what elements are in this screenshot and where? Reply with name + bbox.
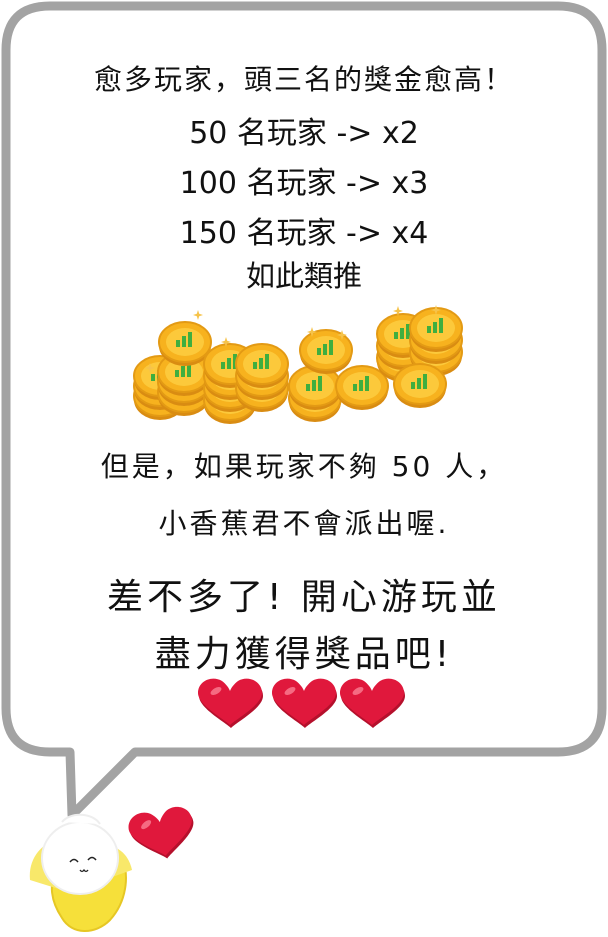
no-dispatch-text: 小香蕉君不會派出喔. <box>158 507 450 540</box>
tier-150-text: 150 名玩家 -> x4 <box>179 216 429 251</box>
win-prize-text: 盡力獲得獎品吧! <box>154 634 454 675</box>
heart-icon <box>340 678 405 728</box>
heart-icon <box>272 678 337 728</box>
tier-50-text: 50 名玩家 -> x2 <box>189 116 419 151</box>
banana-mascot <box>29 813 132 932</box>
intro-text: 愈多玩家，頭三名的獎金愈高！ <box>93 63 514 96</box>
enjoy-text: 差不多了! 開心游玩並 <box>107 577 501 618</box>
heart-icon <box>126 804 199 865</box>
condition-text: 但是，如果玩家不夠 50 人， <box>100 450 508 483</box>
tier-100-text: 100 名玩家 -> x3 <box>179 166 429 201</box>
and-so-on-text: 如此類推 <box>245 259 362 293</box>
heart-icon <box>198 678 263 728</box>
